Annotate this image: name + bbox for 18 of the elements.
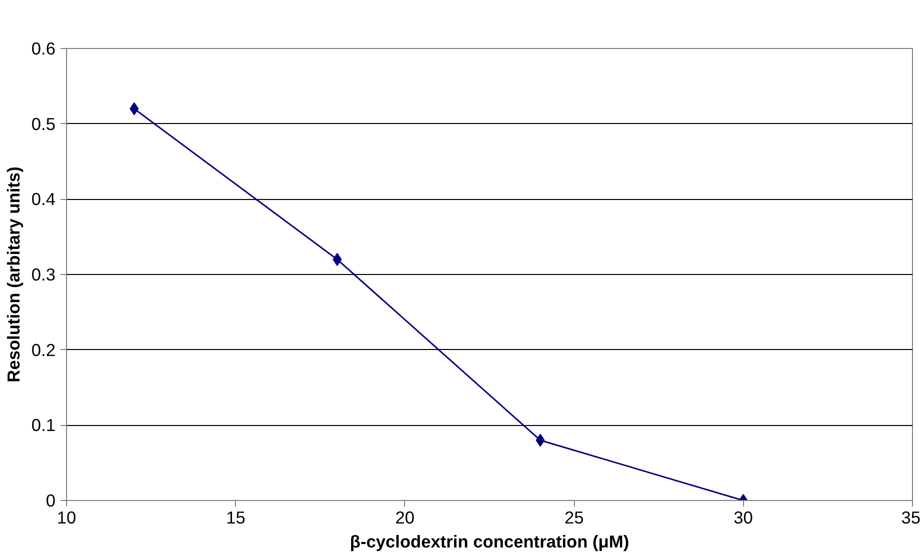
x-tick-label: 10 bbox=[56, 508, 76, 528]
y-tick-label: 0.3 bbox=[31, 264, 56, 284]
x-axis-title: β-cyclodextrin concentration (μM) bbox=[350, 532, 630, 552]
point bbox=[130, 102, 139, 116]
point bbox=[536, 434, 545, 447]
y-tick-label: 0.6 bbox=[31, 38, 56, 58]
x-tick-label: 25 bbox=[564, 508, 584, 528]
y-tick-label: 0.2 bbox=[31, 340, 56, 360]
y-tick-label: 0.5 bbox=[31, 114, 56, 134]
y-tick-label: 0.1 bbox=[31, 415, 56, 436]
x-tick-label: 35 bbox=[901, 508, 921, 528]
x-tick-label: 15 bbox=[226, 508, 246, 528]
y-tick-label: 0 bbox=[46, 490, 56, 510]
y-axis-title: Resolution (arbitary units) bbox=[3, 166, 24, 382]
y-tick-label: 0.4 bbox=[31, 189, 56, 210]
x-tick-label: 20 bbox=[395, 508, 415, 528]
x-tick-label: 30 bbox=[734, 508, 753, 528]
point bbox=[332, 252, 342, 266]
